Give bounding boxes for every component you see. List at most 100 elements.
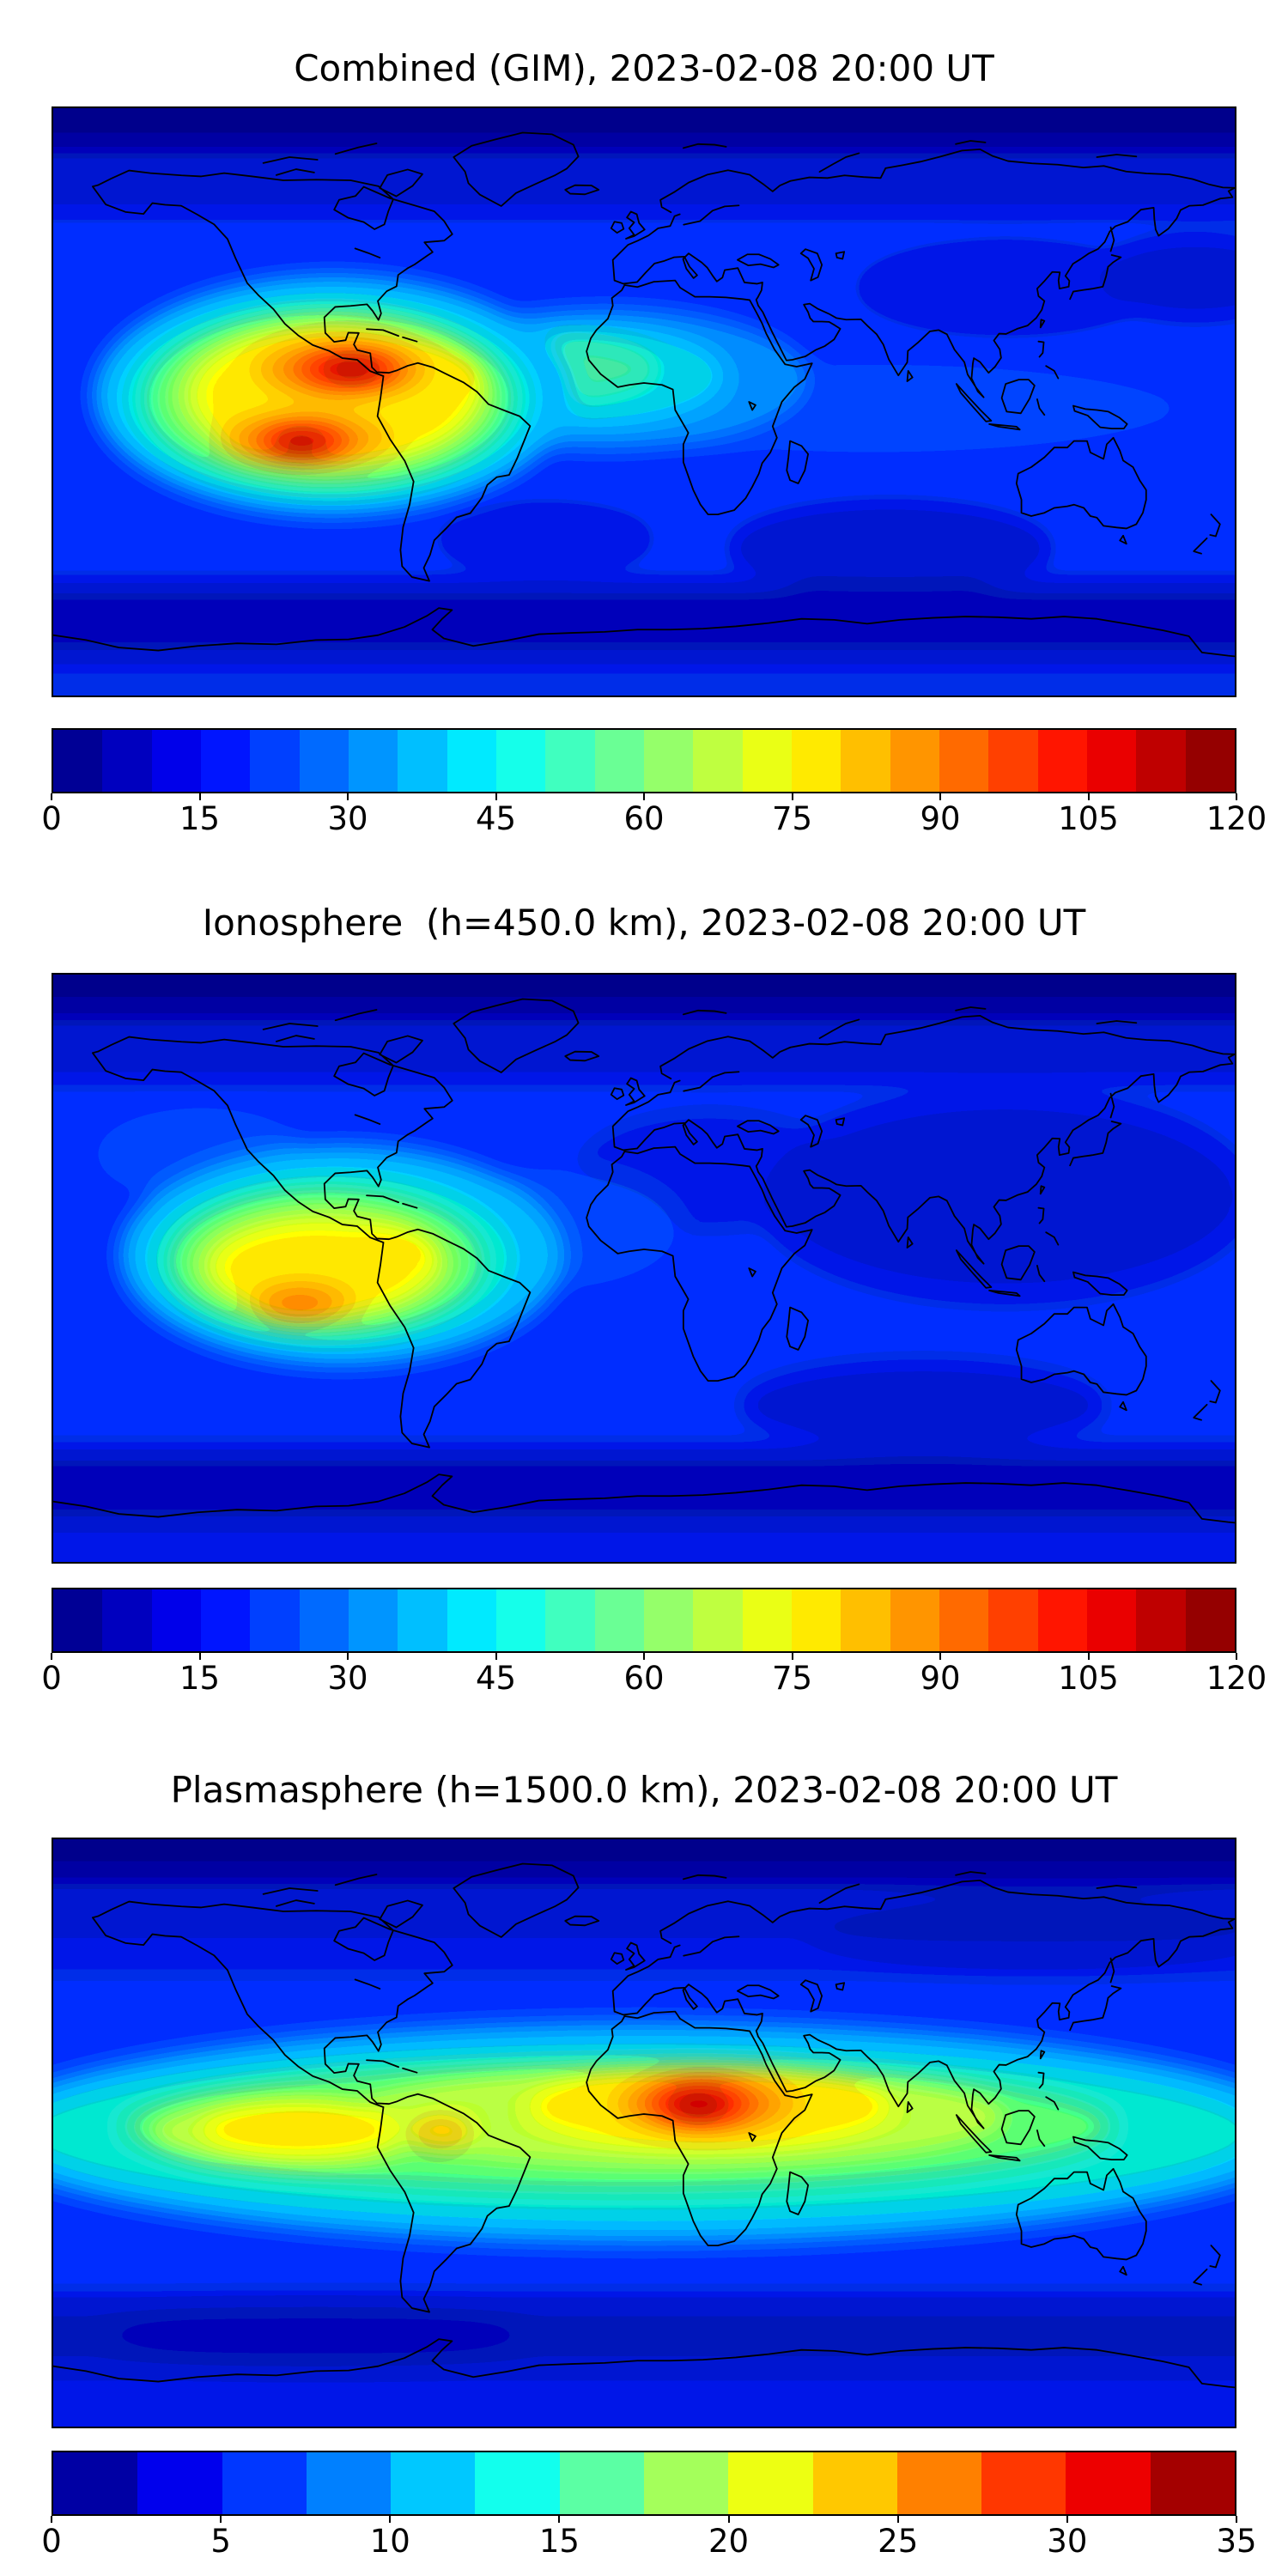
colorbar-segment: [250, 1589, 300, 1651]
colorbar-segment: [742, 1589, 792, 1651]
colorbar-tick: [643, 793, 645, 800]
colorbar-tick-label: 120: [1206, 800, 1267, 837]
colorbar-tick-label: 15: [179, 1660, 221, 1697]
colorbar-tick: [198, 1653, 201, 1660]
colorbar-ticks-plasmasphere: 0 5 10 15 20 25 30 35: [41, 2516, 1257, 2571]
colorbar-segment: [447, 730, 496, 792]
colorbar-tick: [347, 1653, 349, 1660]
colorbar-segment: [306, 2452, 392, 2514]
colorbar-tick-label: 20: [708, 2523, 750, 2560]
colorbar-segment: [939, 1589, 989, 1651]
colorbar-tick: [1236, 2516, 1237, 2523]
colorbar-tick-label: 35: [1216, 2523, 1257, 2560]
colorbar-tick: [1087, 793, 1090, 800]
colorbar-segment: [348, 1589, 398, 1651]
colorbar-segment: [53, 730, 103, 792]
colorbar-tick-label: 0: [41, 1660, 62, 1697]
colorbar-segment: [841, 730, 890, 792]
colorbar-segment: [299, 1589, 349, 1651]
colorbar-tick: [389, 2516, 392, 2523]
colorbar-segment: [643, 730, 694, 792]
colorbar-segment: [939, 730, 989, 792]
colorbar-segment: [643, 2452, 729, 2514]
colorbar-tick: [198, 793, 201, 800]
colorbar-segment: [791, 1589, 841, 1651]
colorbar-segment: [102, 730, 152, 792]
colorbar-tick-label: 15: [179, 800, 221, 837]
colorbar-tick-label: 90: [920, 1660, 961, 1697]
colorbar-ticks-combined: 0 15 30 45 60 75 90 105 120: [41, 793, 1267, 848]
colorbar-tick-label: 60: [623, 1660, 665, 1697]
colorbar-segment: [200, 730, 251, 792]
colorbar-segment: [693, 1589, 743, 1651]
colorbar-segment: [53, 1589, 103, 1651]
map-plasmasphere-svg: [53, 1839, 1235, 2427]
colorbar-tick: [643, 1653, 645, 1660]
colorbar-segment: [890, 1589, 939, 1651]
colorbar-tick: [51, 2516, 52, 2523]
colorbar-segment: [559, 2452, 644, 2514]
colorbar-segment: [791, 730, 841, 792]
colorbar-segment: [200, 1589, 251, 1651]
figure-title-ionosphere: Ionosphere (h=450.0 km), 2023-02-08 20:0…: [202, 902, 1086, 944]
colorbar-tick-label: 45: [475, 1660, 517, 1697]
colorbar-segment: [250, 730, 300, 792]
colorbar-tick: [347, 793, 349, 800]
colorbar-segment: [1037, 1589, 1087, 1651]
colorbar-segment: [222, 2452, 307, 2514]
tec-contours-plasmasphere: [53, 1839, 1235, 2427]
map-plasmasphere: [52, 1838, 1236, 2428]
colorbar-tick-label: 25: [878, 2523, 919, 2560]
colorbar-segment: [1185, 730, 1235, 792]
colorbar-tick-label: 45: [475, 800, 517, 837]
colorbar-segment: [398, 1589, 447, 1651]
colorbar-tick: [495, 793, 497, 800]
colorbar-segment: [495, 730, 546, 792]
colorbar-tick: [791, 793, 793, 800]
colorbar-tick-label: 15: [538, 2523, 580, 2560]
colorbar-segment: [53, 2452, 138, 2514]
colorbar-segment: [594, 730, 644, 792]
colorbar-plasmasphere: [52, 2451, 1236, 2516]
colorbar-tick: [51, 1653, 52, 1660]
map-ionosphere: [52, 973, 1236, 1564]
colorbar-segment: [1150, 2452, 1235, 2514]
colorbar-segment: [841, 1589, 890, 1651]
colorbar-segment: [896, 2452, 982, 2514]
colorbar-segment: [1136, 730, 1186, 792]
colorbar-tick-label: 30: [1047, 2523, 1088, 2560]
colorbar-tick-label: 30: [327, 1660, 368, 1697]
map-ionosphere-svg: [53, 975, 1235, 1562]
figure-title-plasmasphere: Plasmasphere (h=1500.0 km), 2023-02-08 2…: [170, 1769, 1118, 1811]
colorbar-ticks-ionosphere: 0 15 30 45 60 75 90 105 120: [41, 1653, 1267, 1708]
colorbar-tick-label: 105: [1058, 1660, 1119, 1697]
colorbar-segment: [1136, 1589, 1186, 1651]
colorbar-segment: [151, 1589, 201, 1651]
panel-combined: Combined (GIM), 2023-02-08 20:00 UT: [0, 45, 1288, 848]
colorbar-tick: [495, 1653, 497, 1660]
colorbar-segment: [1037, 730, 1087, 792]
colorbar-segment: [693, 730, 743, 792]
map-combined-svg: [53, 108, 1235, 696]
colorbar-segment: [102, 1589, 152, 1651]
colorbar-tick-label: 30: [327, 800, 368, 837]
colorbar-segment: [299, 730, 349, 792]
colorbar-tick-label: 120: [1206, 1660, 1267, 1697]
colorbar-segment: [391, 2452, 476, 2514]
colorbar-tick: [220, 2516, 222, 2523]
colorbar-tick-label: 0: [41, 2523, 62, 2560]
colorbar-segment: [988, 730, 1038, 792]
colorbar-tick: [727, 2516, 730, 2523]
colorbar-tick-label: 5: [210, 2523, 231, 2560]
colorbar-segment: [1066, 2452, 1151, 2514]
colorbar-segment: [151, 730, 201, 792]
colorbar-ionosphere: [52, 1588, 1236, 1653]
colorbar-segment: [594, 1589, 644, 1651]
panel-ionosphere: Ionosphere (h=450.0 km), 2023-02-08 20:0…: [0, 899, 1288, 1708]
colorbar-tick-label: 105: [1058, 800, 1119, 837]
colorbar-segment: [137, 2452, 222, 2514]
colorbar-segment: [812, 2452, 897, 2514]
colorbar-tick: [1236, 1653, 1237, 1660]
colorbar-tick: [1087, 1653, 1090, 1660]
map-combined: [52, 106, 1236, 697]
